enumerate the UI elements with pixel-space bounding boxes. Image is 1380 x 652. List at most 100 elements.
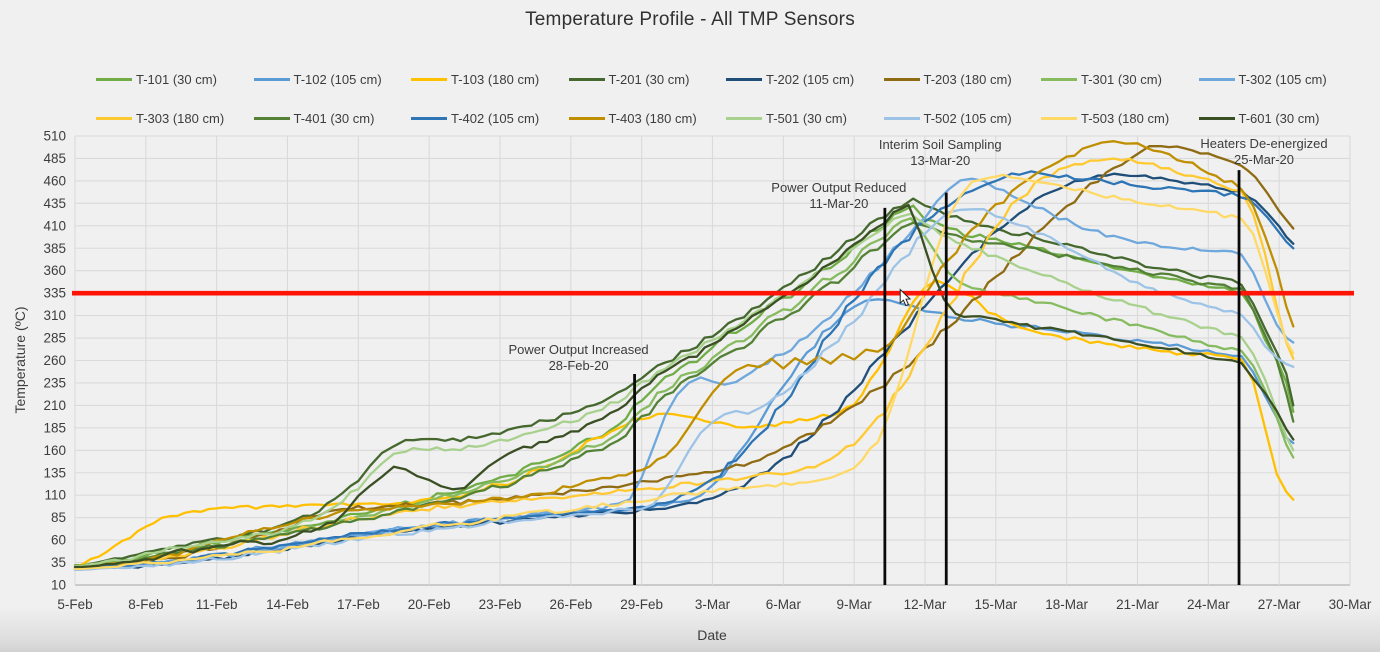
y-tick-label: 135 [43, 465, 66, 480]
x-tick-label: 5-Feb [57, 597, 92, 612]
event-date: 28-Feb-20 [548, 357, 609, 373]
event-date: 25-Mar-20 [1234, 152, 1294, 167]
legend-label: T-103 (180 cm) [451, 72, 540, 87]
x-tick-label: 8-Feb [128, 597, 163, 612]
x-tick-label: 18-Mar [1045, 597, 1088, 612]
legend-item-t-503: T-503 (180 cm) [1041, 111, 1199, 126]
legend-swatch-t-501 [726, 117, 762, 120]
y-tick-label: 10 [51, 578, 66, 593]
y-tick-label: 485 [43, 151, 66, 166]
x-tick-label: 26-Feb [549, 597, 592, 612]
x-tick-label: 15-Mar [974, 597, 1017, 612]
y-tick-label: 385 [43, 241, 66, 256]
legend-label: T-503 (180 cm) [1081, 111, 1170, 126]
event-label: Heaters De-energized 25-Mar-20 [1154, 136, 1374, 168]
y-tick-label: 210 [43, 398, 66, 413]
y-tick-label: 110 [44, 488, 66, 503]
series-line-t-501 [73, 212, 1295, 568]
legend-item-t-203: T-203 (180 cm) [883, 72, 1042, 87]
legend-item-t-102: T-102 (105 cm) [253, 72, 412, 87]
legend-swatch-t-601 [1198, 117, 1235, 120]
y-tick-label: 85 [51, 510, 66, 525]
y-tick-label: 260 [43, 353, 66, 368]
legend-label: T-101 (30 cm) [136, 72, 217, 87]
legend-label: T-202 (105 cm) [766, 72, 855, 87]
series-line-t-502 [73, 208, 1295, 571]
legend-item-t-302: T-302 (105 cm) [1198, 72, 1357, 87]
event-title: Heaters De-energized [1200, 136, 1328, 151]
x-tick-label: 3-Mar [695, 597, 731, 612]
legend-label: T-403 (180 cm) [608, 111, 697, 126]
legend-swatch-t-303 [96, 117, 132, 120]
legend-item-t-201: T-201 (30 cm) [568, 72, 727, 87]
event-date: 13-Mar-20 [910, 152, 971, 168]
event-date: 11-Mar-20 [809, 196, 869, 211]
x-tick-label: 17-Feb [337, 597, 380, 612]
y-axis-title: Temperature (ºC) [12, 306, 28, 414]
y-tick-label: 460 [43, 173, 66, 188]
legend-label: T-401 (30 cm) [293, 111, 375, 126]
legend: T-101 (30 cm) T-102 (105 cm) T-103 (180 cm… [96, 60, 1356, 138]
legend-swatch-t-503 [1041, 117, 1077, 120]
y-tick-label: 410 [43, 218, 66, 233]
legend-item-t-103: T-103 (180 cm) [411, 72, 569, 87]
legend-swatch-t-502 [883, 117, 920, 120]
y-tick-label: 360 [43, 263, 66, 278]
legend-swatch-t-301 [1041, 78, 1077, 81]
series-line-t-101 [73, 204, 1295, 567]
legend-label: T-402 (105 cm) [451, 111, 540, 126]
legend-swatch-t-403 [568, 117, 605, 120]
x-tick-label: 30-Mar [1329, 597, 1372, 612]
x-tick-label: 12-Mar [904, 597, 947, 612]
x-tick-label: 9-Mar [837, 597, 873, 612]
x-tick-label: 23-Feb [479, 597, 522, 612]
legend-item-t-101: T-101 (30 cm) [96, 72, 254, 87]
y-tick-label: 235 [43, 375, 66, 390]
legend-swatch-t-103 [411, 78, 447, 81]
y-tick-label: 435 [43, 196, 66, 211]
event-label: Power Output Increased 28-Feb-20 [469, 342, 689, 374]
legend-swatch-t-302 [1198, 78, 1235, 81]
legend-item-t-303: T-303 (180 cm) [96, 111, 254, 126]
x-tick-label: 20-Feb [408, 597, 451, 612]
series-line-t-401 [73, 221, 1295, 569]
legend-label: T-201 (30 cm) [608, 72, 690, 87]
series-line-t-302 [73, 177, 1295, 571]
legend-item-t-401: T-401 (30 cm) [253, 111, 412, 126]
event-title: Interim Soil Sampling [878, 136, 1002, 152]
y-tick-label: 285 [43, 331, 66, 346]
legend-item-t-501: T-501 (30 cm) [726, 111, 884, 126]
event-label: Power Output Reduced 11-Mar-20 [729, 180, 949, 212]
event-title: Power Output Reduced [771, 180, 907, 195]
y-tick-label: 335 [43, 286, 66, 301]
x-tick-label: 14-Feb [266, 597, 309, 612]
mouse-cursor-icon [899, 288, 912, 307]
legend-swatch-t-201 [568, 78, 605, 81]
y-tick-label: 160 [43, 443, 66, 458]
series-line-t-201 [73, 197, 1295, 568]
x-tick-label: 24-Mar [1187, 597, 1230, 612]
legend-swatch-t-402 [411, 117, 447, 120]
legend-item-t-202: T-202 (105 cm) [726, 72, 884, 87]
legend-item-t-402: T-402 (105 cm) [411, 111, 569, 126]
y-tick-label: 60 [51, 533, 66, 548]
legend-swatch-t-203 [883, 78, 920, 81]
chart-title: Temperature Profile - All TMP Sensors [525, 9, 855, 30]
legend-item-t-601: T-601 (30 cm) [1198, 111, 1357, 126]
legend-item-t-502: T-502 (105 cm) [883, 111, 1042, 126]
legend-label: T-301 (30 cm) [1081, 72, 1162, 87]
legend-label: T-303 (180 cm) [136, 111, 225, 126]
legend-swatch-t-202 [726, 78, 762, 81]
series-line-t-402 [73, 170, 1295, 570]
legend-item-t-301: T-301 (30 cm) [1041, 72, 1199, 87]
legend-item-t-403: T-403 (180 cm) [568, 111, 727, 126]
series-line-t-403 [73, 140, 1295, 570]
event-label: Interim Soil Sampling 13-Mar-20 [830, 137, 1050, 169]
series-line-t-503 [73, 173, 1295, 570]
y-tick-label: 310 [43, 308, 66, 323]
legend-swatch-t-401 [253, 117, 290, 120]
y-tick-label: 35 [51, 555, 66, 570]
legend-label: T-302 (105 cm) [1238, 72, 1327, 87]
